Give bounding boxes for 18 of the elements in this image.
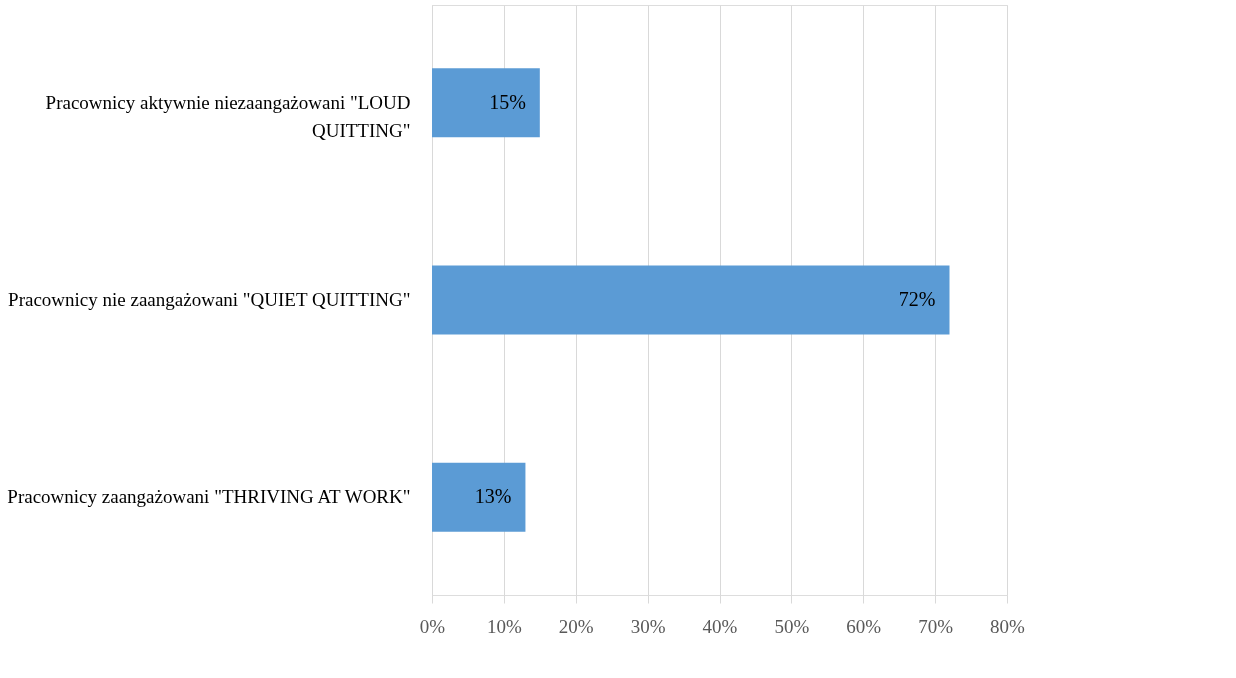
x-tick-label: 70%: [918, 615, 954, 637]
x-tick-label: 20%: [558, 615, 594, 637]
bar: [432, 265, 950, 335]
x-tick-label: 40%: [702, 615, 738, 637]
x-tick-label: 80%: [990, 615, 1026, 637]
x-tick-label: 50%: [774, 615, 810, 637]
x-tick-label: 10%: [486, 615, 522, 637]
x-tick-label: 0%: [419, 615, 446, 637]
bar: [432, 462, 526, 532]
y-tick-label: Pracownicy zaangażowani "THRIVING AT WORK": [7, 486, 411, 508]
y-tick-label: Pracownicy nie zaangażowani "QUIET QUITTING": [8, 289, 411, 310]
bar: [432, 68, 540, 138]
data-label: 15%: [489, 90, 526, 113]
data-label: 13%: [474, 485, 512, 508]
data-label: 72%: [898, 288, 936, 310]
x-tick-label: 60%: [846, 615, 882, 637]
y-tick-label: Pracownicy aktywnie niezaangażowani "LOUD QUITTING": [45, 91, 411, 141]
x-tick-label: 30%: [630, 615, 666, 637]
